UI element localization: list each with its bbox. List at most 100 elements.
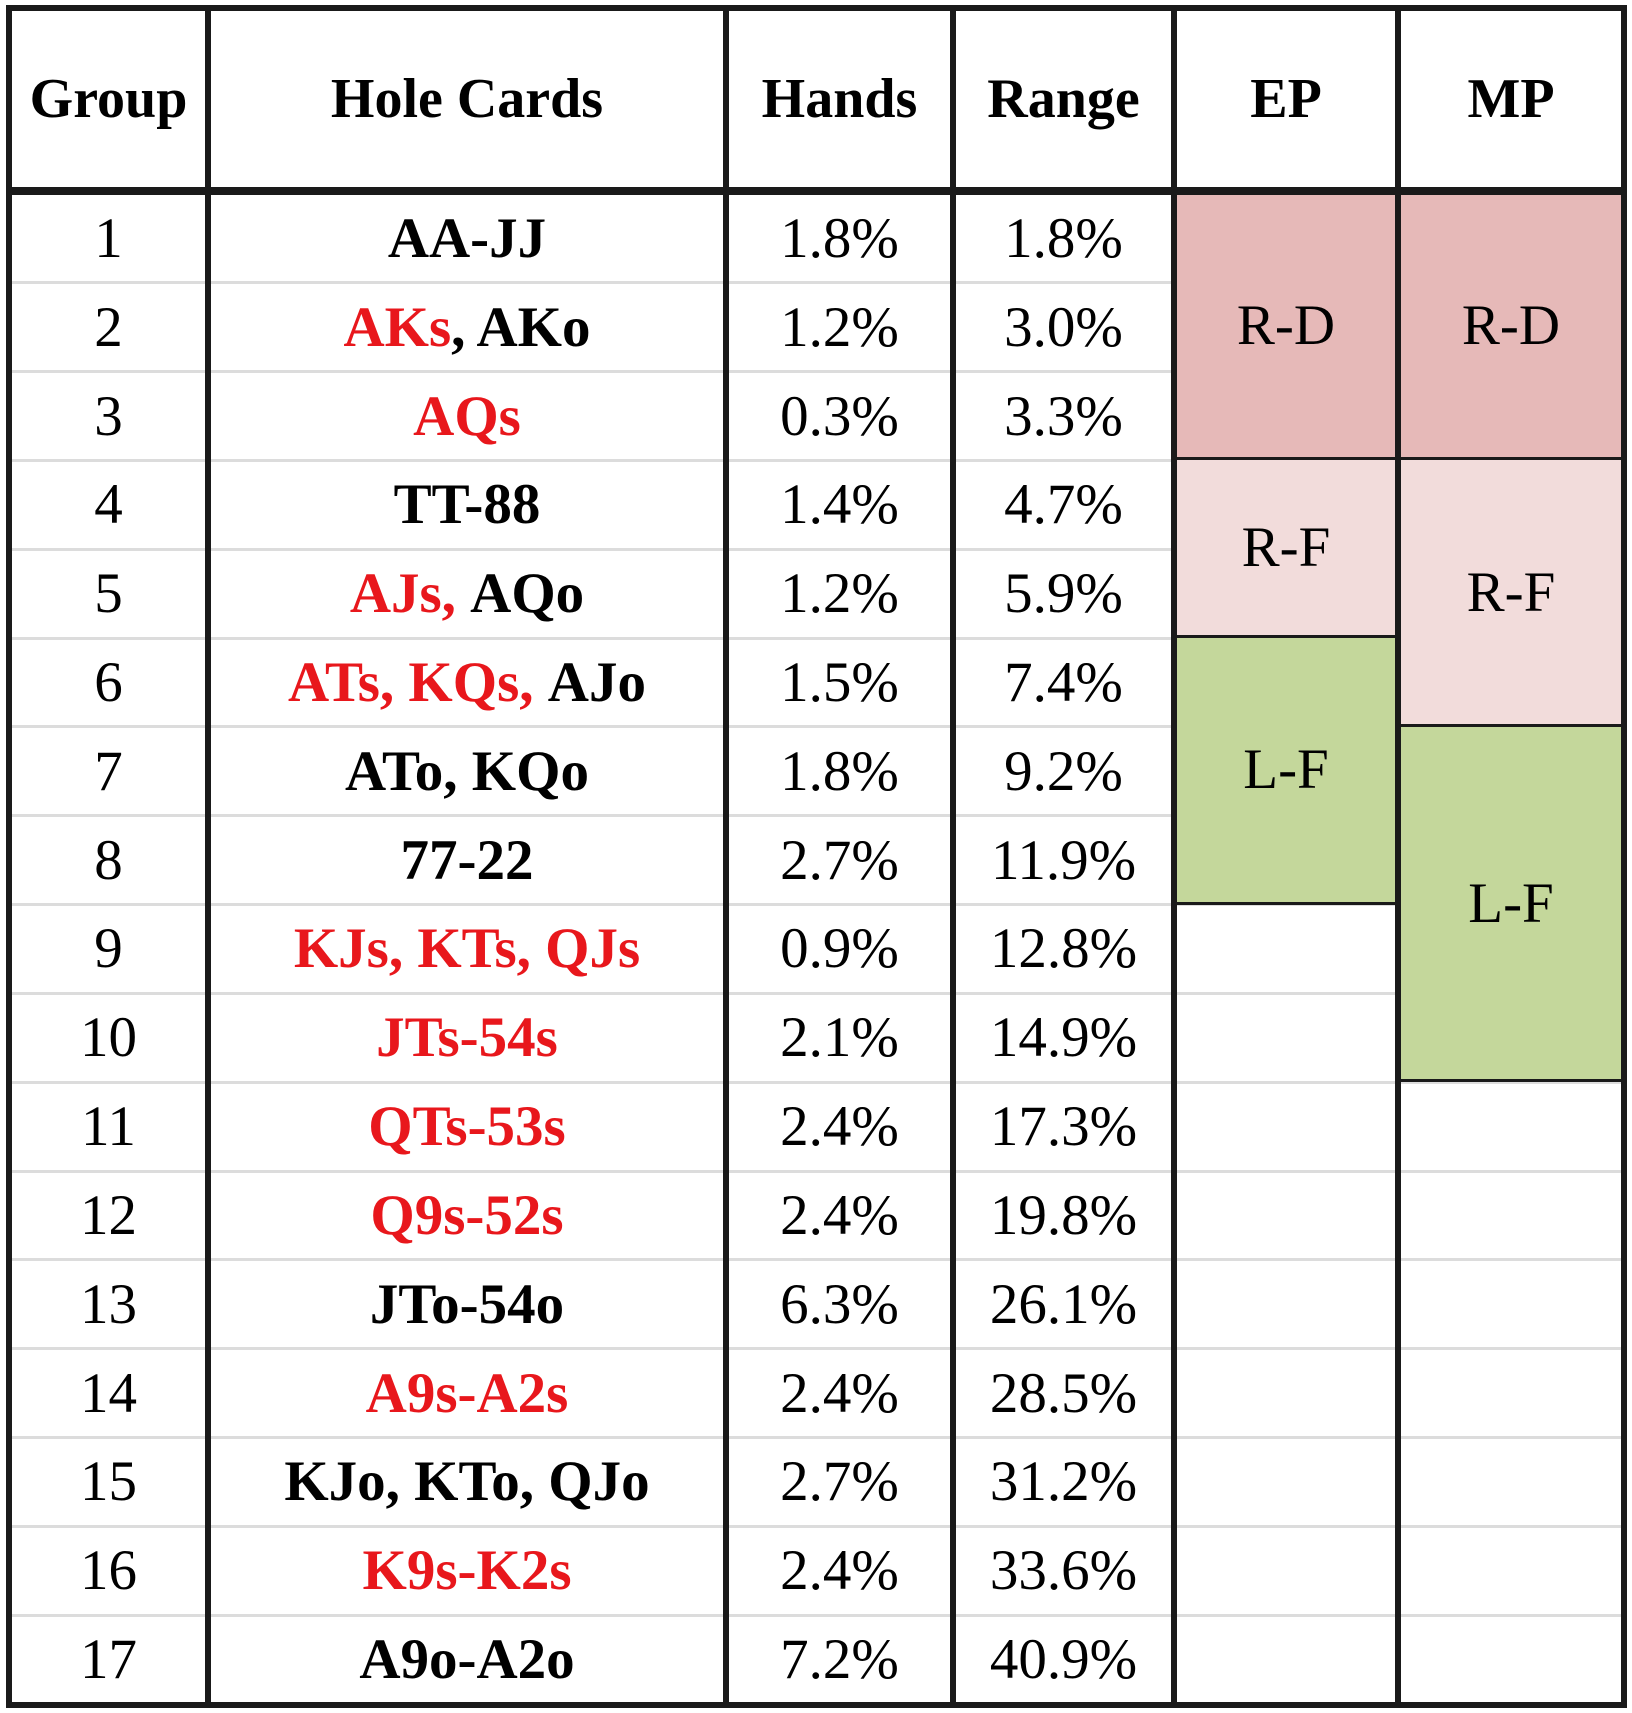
group-cell: 15 (80, 1450, 137, 1514)
column-border (950, 5, 956, 1708)
hole-cards-text: AQo (470, 562, 585, 626)
hole-cards-cell: Q9s-52s (208, 1171, 726, 1260)
range-cell: 9.2% (1004, 739, 1123, 803)
row-separator (9, 903, 1624, 907)
range-cell: 3.0% (1004, 295, 1123, 359)
ep-action-block: R-D (1174, 194, 1398, 461)
range-cell: 26.1% (989, 1272, 1138, 1336)
mp-action-block: R-F (1398, 460, 1624, 727)
group-cell: 14 (80, 1361, 137, 1425)
hole-cards-cell: AJs, AQo (208, 549, 726, 638)
column-header: MP (1467, 67, 1555, 130)
hands-cell: 1.2% (780, 562, 899, 626)
row-separator (9, 1524, 1624, 1528)
range-cell: 40.9% (989, 1628, 1138, 1692)
hands-cell: 1.5% (780, 651, 899, 715)
bottom-border (6, 1702, 1627, 1708)
range-cell: 33.6% (989, 1539, 1138, 1603)
range-cell: 17.3% (989, 1095, 1138, 1159)
row-separator (9, 547, 1624, 551)
row-separator (9, 458, 1624, 462)
hole-cards-cell: JTo-54o (208, 1260, 726, 1349)
range-cell: 1.8% (1004, 206, 1123, 270)
hole-cards-text: 77-22 (400, 828, 534, 892)
hands-cell: 2.4% (780, 1361, 899, 1425)
hole-cards-text: JTs-54s (376, 1006, 558, 1070)
range-cell: 3.3% (1004, 384, 1123, 448)
hole-cards-cell: 77-22 (208, 816, 726, 905)
mp-action-block: R-D (1398, 194, 1624, 461)
group-cell: 3 (94, 384, 123, 448)
column-header: Range (987, 67, 1140, 130)
hands-cell: 2.4% (780, 1095, 899, 1159)
column-border (1621, 5, 1627, 1708)
hole-cards-cell: K9s-K2s (208, 1526, 726, 1615)
hole-cards-cell: KJs, KTs, QJs (208, 905, 726, 994)
hands-cell: 7.2% (780, 1628, 899, 1692)
hands-cell: 1.8% (780, 739, 899, 803)
range-cell: 4.7% (1004, 473, 1123, 537)
hands-cell: 1.8% (780, 206, 899, 270)
hole-cards-text: KJo, KTo, QJo (284, 1450, 650, 1514)
hole-cards-cell: JTs-54s (208, 993, 726, 1082)
range-cell: 11.9% (990, 828, 1137, 892)
group-cell: 2 (94, 295, 123, 359)
hole-cards-text: AKs (343, 295, 452, 359)
column-header: EP (1250, 67, 1322, 130)
hole-cards-cell: QTs-53s (208, 1082, 726, 1171)
row-separator (9, 725, 1624, 729)
row-separator (9, 1258, 1624, 1262)
hole-cards-cell: ATo, KQo (208, 727, 726, 816)
column-header: Hands (761, 67, 918, 130)
row-separator (9, 281, 1624, 285)
row-separator (9, 991, 1624, 995)
group-cell: 16 (80, 1539, 137, 1603)
hole-cards-text: AA-JJ (387, 206, 547, 270)
range-cell: 5.9% (1004, 562, 1123, 626)
hands-cell: 2.7% (780, 828, 899, 892)
column-border (205, 5, 211, 1708)
column-border (723, 5, 729, 1708)
hands-cell: 2.4% (780, 1539, 899, 1603)
hands-cell: 1.4% (780, 473, 899, 537)
row-separator (9, 1080, 1624, 1084)
hole-cards-text: Q9s-52s (370, 1183, 564, 1247)
group-cell: 11 (81, 1095, 136, 1159)
hole-cards-text: ATo, KQo (345, 739, 589, 803)
row-separator (9, 636, 1624, 640)
hands-cell: 2.1% (780, 1006, 899, 1070)
group-cell: 12 (80, 1183, 137, 1247)
group-cell: 9 (94, 917, 123, 981)
column-header: Hole Cards (330, 67, 604, 130)
hands-cell: 0.3% (780, 384, 899, 448)
range-cell: 14.9% (989, 1006, 1138, 1070)
range-cell: 31.2% (989, 1450, 1138, 1514)
hole-cards-cell: A9s-A2s (208, 1349, 726, 1438)
row-separator (9, 370, 1624, 374)
hands-cell: 1.2% (780, 295, 899, 359)
range-cell: 12.8% (989, 917, 1138, 981)
range-cell: 7.4% (1004, 651, 1123, 715)
hole-cards-text: ATs, KQs, (288, 651, 548, 715)
row-separator (9, 1347, 1624, 1351)
column-border (6, 5, 12, 1708)
hands-cell: 2.4% (780, 1183, 899, 1247)
hole-cards-cell: TT-88 (208, 460, 726, 549)
hole-cards-text: A9o-A2o (359, 1628, 575, 1692)
row-separator (9, 1436, 1624, 1440)
hole-cards-text: , AKo (451, 295, 591, 359)
ep-action-block: R-F (1174, 460, 1398, 639)
column-border (1171, 5, 1177, 1708)
group-cell: 10 (80, 1006, 137, 1070)
hole-cards-cell: A9o-A2o (208, 1615, 726, 1704)
hole-cards-text: TT-88 (393, 473, 541, 537)
group-cell: 1 (94, 206, 123, 270)
group-cell: 4 (94, 473, 123, 537)
row-separator (9, 1613, 1624, 1617)
mp-action-block: L-F (1398, 726, 1624, 1083)
range-cell: 28.5% (989, 1361, 1138, 1425)
hole-cards-text: AJs, (349, 562, 471, 626)
row-separator (9, 814, 1624, 818)
hole-cards-text: K9s-K2s (362, 1539, 572, 1603)
